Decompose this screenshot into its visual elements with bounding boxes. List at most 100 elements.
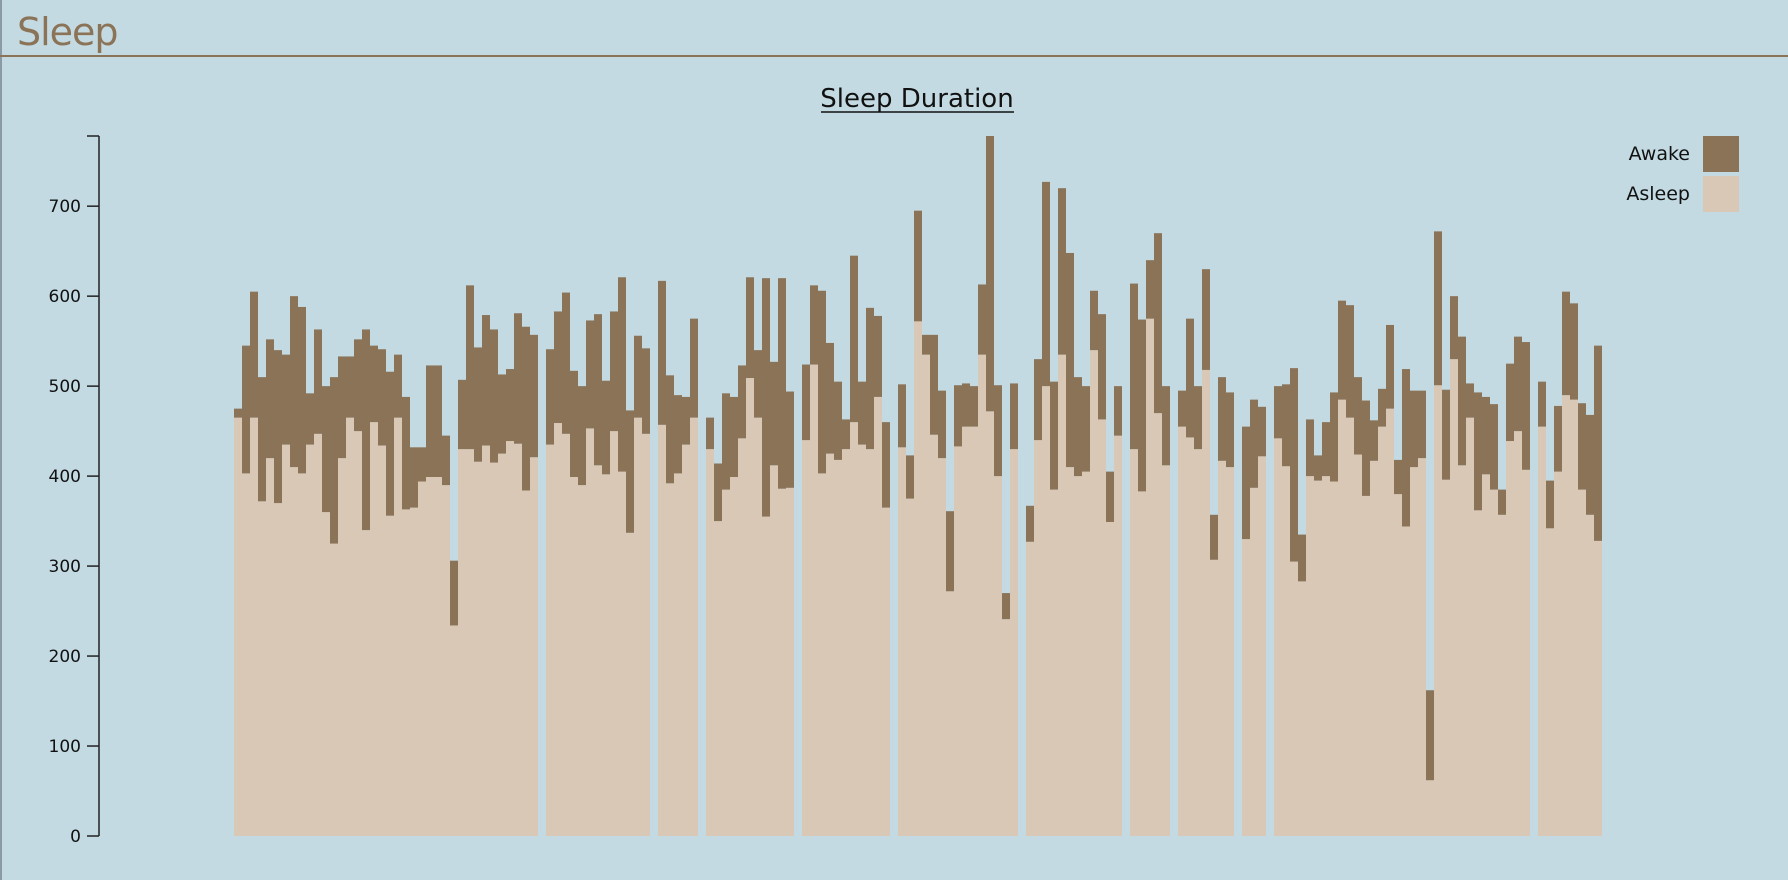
bar-awake bbox=[810, 285, 818, 365]
bar-awake bbox=[642, 348, 650, 434]
bar-asleep bbox=[818, 473, 826, 836]
bar-asleep bbox=[1346, 417, 1354, 836]
bar-asleep bbox=[1434, 385, 1442, 836]
bar-asleep bbox=[1378, 426, 1386, 836]
bar-asleep bbox=[754, 417, 762, 836]
bar-asleep bbox=[490, 462, 498, 836]
bar-asleep bbox=[1002, 619, 1010, 836]
bar-awake bbox=[1378, 388, 1386, 427]
page-title: Sleep bbox=[17, 10, 119, 54]
bar-awake bbox=[1554, 405, 1562, 472]
y-tick-label: 500 bbox=[49, 377, 81, 397]
bar-asleep bbox=[930, 434, 938, 836]
bar-asleep bbox=[298, 473, 306, 836]
bar-awake bbox=[458, 379, 466, 450]
bar-asleep bbox=[1306, 476, 1314, 836]
bar-asleep bbox=[570, 477, 578, 836]
bar-asleep bbox=[826, 453, 834, 836]
bar-awake bbox=[418, 447, 426, 482]
bar-awake bbox=[1202, 269, 1210, 370]
bar-asleep bbox=[874, 396, 882, 836]
bar-awake bbox=[1562, 291, 1570, 396]
bar-awake bbox=[602, 380, 610, 475]
bar-asleep bbox=[442, 485, 450, 836]
bar-awake bbox=[1282, 384, 1290, 467]
bar-asleep bbox=[1450, 359, 1458, 836]
bar-asleep bbox=[274, 503, 282, 836]
bar-asleep bbox=[1250, 487, 1258, 836]
bar-awake bbox=[634, 335, 642, 418]
bar-awake bbox=[1474, 392, 1482, 511]
bar-asleep bbox=[562, 433, 570, 836]
bar-awake bbox=[626, 410, 634, 533]
legend: Awake Asleep bbox=[1626, 136, 1739, 212]
bar-asleep bbox=[938, 458, 946, 836]
bar-awake bbox=[1482, 396, 1490, 475]
bar-asleep bbox=[802, 440, 810, 836]
bar-asleep bbox=[866, 449, 874, 836]
bar-asleep bbox=[258, 501, 266, 836]
bar-awake bbox=[898, 384, 906, 448]
bar-asleep bbox=[450, 625, 458, 836]
bar-asleep bbox=[1042, 386, 1050, 836]
bar-awake bbox=[914, 210, 922, 322]
bar-awake bbox=[1490, 404, 1498, 490]
bar-asleep bbox=[1258, 456, 1266, 836]
legend-swatch-asleep bbox=[1703, 176, 1739, 212]
bar-awake bbox=[882, 422, 890, 508]
bar-awake bbox=[618, 277, 626, 472]
bar-awake bbox=[1466, 383, 1474, 418]
bar-awake bbox=[746, 277, 754, 379]
bar-asleep bbox=[602, 474, 610, 836]
bar-awake bbox=[1290, 368, 1298, 562]
bar-awake bbox=[466, 285, 474, 450]
bar-asleep bbox=[1442, 479, 1450, 836]
bar-asleep bbox=[810, 364, 818, 836]
header-divider bbox=[0, 55, 1788, 57]
bar-asleep bbox=[1114, 435, 1122, 836]
bar-awake bbox=[546, 349, 554, 445]
bar-asleep bbox=[466, 449, 474, 836]
bar-asleep bbox=[1338, 399, 1346, 836]
bar-asleep bbox=[658, 424, 666, 836]
bar-asleep bbox=[242, 473, 250, 836]
bar-awake bbox=[770, 361, 778, 466]
bar-asleep bbox=[1394, 494, 1402, 836]
bar-awake bbox=[570, 370, 578, 478]
bar-awake bbox=[1330, 392, 1338, 482]
y-tick-label: 700 bbox=[49, 197, 81, 217]
bar-asleep bbox=[1370, 460, 1378, 836]
legend-label-asleep: Asleep bbox=[1626, 183, 1690, 205]
bar-awake bbox=[290, 296, 298, 468]
bar-asleep bbox=[1178, 426, 1186, 836]
bar-asleep bbox=[1466, 417, 1474, 836]
bar-asleep bbox=[458, 449, 466, 836]
bar-asleep bbox=[1474, 510, 1482, 836]
bar-asleep bbox=[922, 354, 930, 836]
bar-asleep bbox=[1138, 491, 1146, 836]
bar-awake bbox=[1002, 593, 1010, 620]
bar-asleep bbox=[722, 489, 730, 836]
bar-awake bbox=[1106, 471, 1114, 522]
bar-awake bbox=[922, 334, 930, 355]
bar-awake bbox=[314, 329, 322, 434]
bar-asleep bbox=[1074, 476, 1082, 836]
bar-asleep bbox=[290, 467, 298, 836]
bar-asleep bbox=[1034, 440, 1042, 836]
bar-asleep bbox=[1386, 408, 1394, 836]
bar-awake bbox=[410, 447, 418, 508]
bar-asleep bbox=[506, 441, 514, 836]
bar-awake bbox=[378, 349, 386, 446]
bar-awake bbox=[482, 315, 490, 446]
bar-awake bbox=[786, 391, 794, 488]
bar-asleep bbox=[1274, 438, 1282, 836]
y-axis: 0 100 200 300 400 500 600 700 bbox=[49, 135, 100, 847]
bar-asleep bbox=[642, 433, 650, 836]
bar-asleep bbox=[1554, 471, 1562, 836]
bar-awake bbox=[1026, 505, 1034, 542]
bar-awake bbox=[850, 255, 858, 423]
bar-awake bbox=[762, 278, 770, 517]
bar-asleep bbox=[1298, 581, 1306, 836]
bar-awake bbox=[1210, 514, 1218, 560]
bar-asleep bbox=[1322, 476, 1330, 836]
